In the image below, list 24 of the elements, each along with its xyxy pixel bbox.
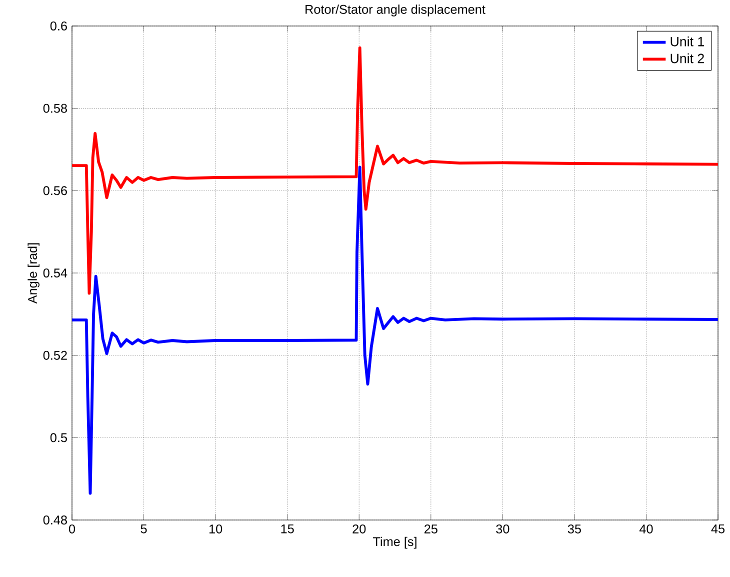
y-tick-label: 0.6 — [50, 22, 67, 30]
y-tick-label: 0.52 — [43, 350, 67, 360]
x-axis-title: Time [s] — [373, 536, 416, 549]
x-tick-label: 45 — [711, 524, 725, 534]
line-series — [72, 46, 718, 295]
legend-label: Unit 2 — [670, 53, 704, 64]
y-tick-label: 0.54 — [43, 268, 68, 278]
x-tick-label: 15 — [281, 524, 294, 534]
chart-title: Rotor/Stator angle displacement — [306, 4, 486, 16]
x-tick-label: 40 — [639, 524, 653, 534]
y-tick-label: 0.58 — [43, 104, 67, 113]
y-axis-title: Angle [rad] — [28, 243, 40, 304]
y-tick-label: 0.5 — [50, 433, 67, 442]
x-tick-label: 20 — [352, 524, 366, 534]
line-series — [72, 166, 718, 495]
x-tick-label: 10 — [209, 524, 222, 534]
x-tick-label: 30 — [496, 524, 510, 534]
y-tick-label: 0.48 — [43, 516, 67, 524]
x-tick-label: 35 — [568, 524, 581, 534]
x-tick-label: 5 — [140, 524, 147, 534]
legend-label: Unit 1 — [670, 36, 704, 46]
y-tick-label: 0.56 — [43, 186, 67, 196]
x-tick-label: 0 — [68, 524, 76, 534]
x-tick-label: 25 — [424, 524, 438, 534]
